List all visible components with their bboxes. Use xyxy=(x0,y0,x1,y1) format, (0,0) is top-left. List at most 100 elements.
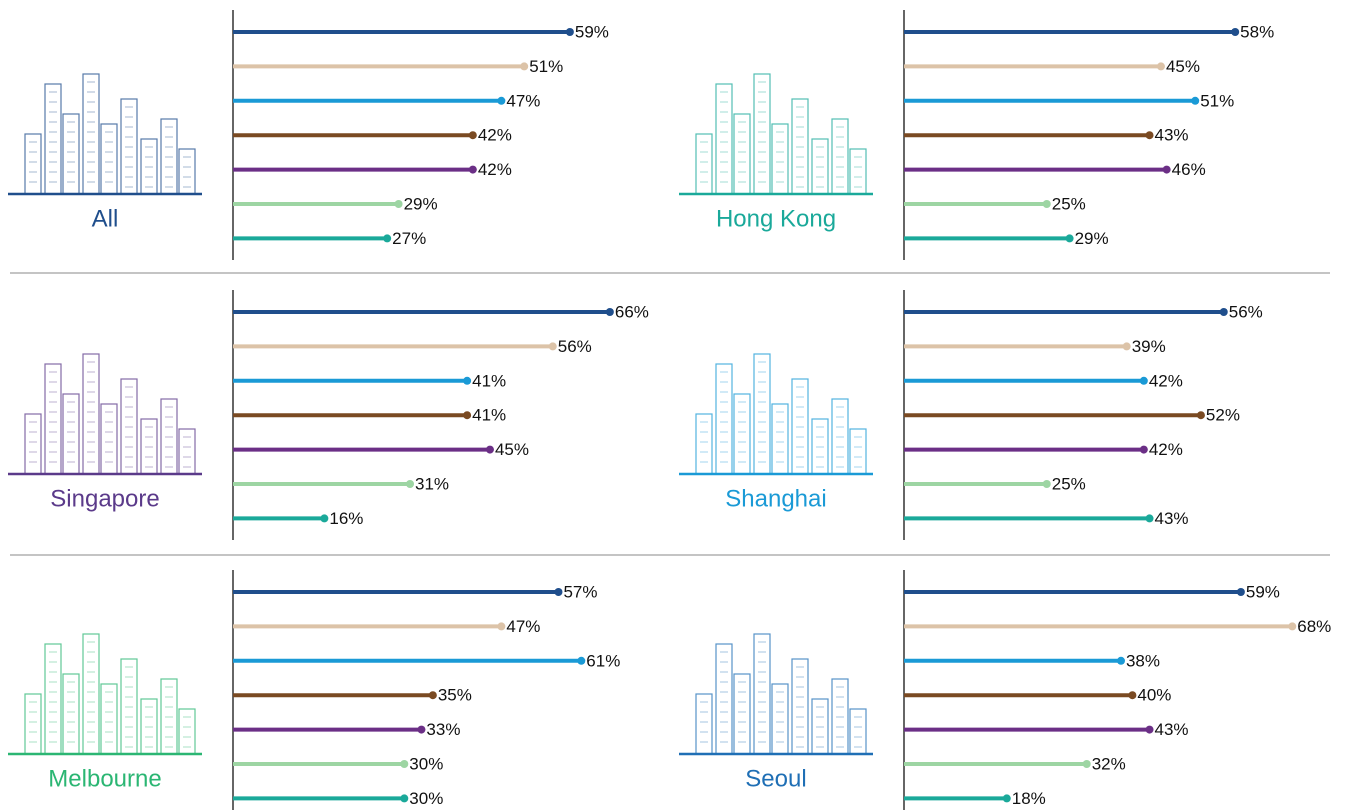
value-label: 51% xyxy=(529,57,563,76)
skyline-building xyxy=(120,658,138,755)
value-label: 52% xyxy=(1206,406,1240,425)
skyline-building xyxy=(771,403,789,475)
bar-end-dot xyxy=(1139,445,1148,454)
bar-end-dot xyxy=(1082,760,1091,768)
bar-end-dot xyxy=(1156,62,1165,71)
value-label: 46% xyxy=(1172,160,1206,179)
bar-end-dot xyxy=(468,165,477,174)
skyline-building xyxy=(160,398,178,475)
bar-end-dot xyxy=(1236,588,1245,596)
value-label: 40% xyxy=(1137,686,1171,705)
value-label: 16% xyxy=(329,509,363,528)
bar-end-dot xyxy=(1139,376,1148,385)
value-label: 33% xyxy=(426,720,460,739)
bar-end-dot xyxy=(1288,622,1297,631)
skyline-building xyxy=(791,378,809,475)
skyline-building xyxy=(160,678,178,755)
bar-end-dot xyxy=(468,131,477,140)
bar-end-dot xyxy=(428,691,437,700)
value-label: 59% xyxy=(1246,582,1280,601)
chart-title: Hong Kong xyxy=(716,205,836,232)
chart-title: All xyxy=(92,205,119,232)
value-label: 39% xyxy=(1132,337,1166,356)
bar-end-dot xyxy=(463,376,472,385)
skyline-building xyxy=(24,133,42,195)
value-label: 29% xyxy=(1075,229,1109,248)
value-label: 31% xyxy=(415,474,449,493)
value-label: 42% xyxy=(1149,440,1183,459)
value-label: 30% xyxy=(409,754,443,773)
skyline-building xyxy=(120,98,138,195)
value-label: 42% xyxy=(478,160,512,179)
value-label: 43% xyxy=(1155,126,1189,145)
bar-end-dot xyxy=(1196,411,1205,420)
skyline-building xyxy=(120,378,138,475)
value-label: 47% xyxy=(506,91,540,110)
skyline-building xyxy=(831,678,849,755)
bar-end-dot xyxy=(577,656,586,665)
skyline-building xyxy=(695,413,713,475)
bar-end-dot xyxy=(463,411,472,420)
value-label: 57% xyxy=(563,582,597,601)
skyline-building xyxy=(695,693,713,755)
skyline-building xyxy=(771,683,789,755)
bar-end-dot xyxy=(1002,794,1011,803)
bar-end-dot xyxy=(383,234,392,243)
bar-end-dot xyxy=(1162,165,1171,174)
bar-end-dot xyxy=(1219,308,1228,316)
value-label: 38% xyxy=(1126,651,1160,670)
bar-end-dot xyxy=(1065,234,1074,243)
value-label: 43% xyxy=(1155,720,1189,739)
bar-end-dot xyxy=(520,62,529,71)
bar-end-dot xyxy=(400,794,409,803)
bar-end-dot xyxy=(497,96,506,105)
bar-end-dot xyxy=(1145,131,1154,140)
value-label: 30% xyxy=(409,789,443,808)
value-label: 58% xyxy=(1240,22,1274,41)
bar-end-dot xyxy=(1145,514,1154,523)
value-label: 56% xyxy=(1229,302,1263,321)
skyline-building xyxy=(100,123,118,195)
bar-end-dot xyxy=(1231,28,1240,36)
skyline-building xyxy=(24,693,42,755)
skyline-building xyxy=(24,413,42,475)
bar-end-dot xyxy=(1116,656,1125,665)
chart-title: Melbourne xyxy=(48,765,161,792)
value-label: 45% xyxy=(1166,57,1200,76)
bar-end-dot xyxy=(554,588,563,596)
bar-end-dot xyxy=(417,725,426,734)
skyline-building xyxy=(100,683,118,755)
value-label: 68% xyxy=(1297,617,1331,636)
chart-title: Shanghai xyxy=(725,485,826,512)
bar-end-dot xyxy=(1145,725,1154,734)
skyline-building xyxy=(715,363,733,475)
bar-end-dot xyxy=(406,480,415,488)
value-label: 29% xyxy=(404,194,438,213)
bar-end-dot xyxy=(1191,96,1200,105)
skyline-building xyxy=(160,118,178,195)
bar-end-dot xyxy=(565,28,574,36)
value-label: 47% xyxy=(506,617,540,636)
value-label: 61% xyxy=(586,651,620,670)
skyline-building xyxy=(791,658,809,755)
value-label: 25% xyxy=(1052,474,1086,493)
skyline-building xyxy=(715,83,733,195)
bar-end-dot xyxy=(1122,342,1131,351)
skyline-building xyxy=(831,398,849,475)
value-label: 41% xyxy=(472,371,506,390)
bar-end-dot xyxy=(1128,691,1137,700)
skyline-building xyxy=(44,83,62,195)
bar-end-dot xyxy=(394,200,403,208)
bar-end-dot xyxy=(485,445,494,454)
value-label: 66% xyxy=(615,302,649,321)
value-label: 59% xyxy=(575,22,609,41)
skyline-building xyxy=(695,133,713,195)
skyline-building xyxy=(100,403,118,475)
bar-end-dot xyxy=(548,342,557,351)
skyline-building xyxy=(715,643,733,755)
skyline-building xyxy=(831,118,849,195)
value-label: 45% xyxy=(495,440,529,459)
value-label: 25% xyxy=(1052,194,1086,213)
skyline-building xyxy=(44,643,62,755)
